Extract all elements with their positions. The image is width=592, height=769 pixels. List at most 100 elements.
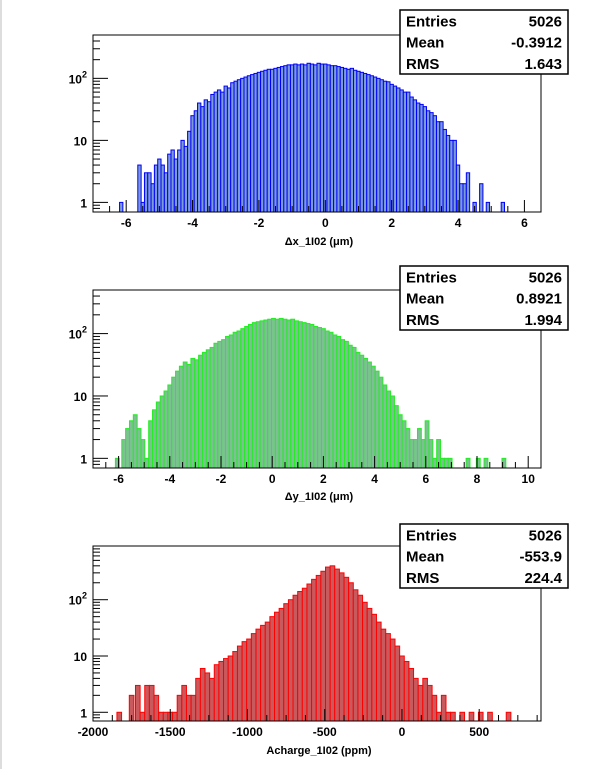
histogram-bin [332, 334, 338, 469]
histogram-bin [340, 339, 346, 469]
stats-value: 5026 [529, 13, 562, 30]
histogram-bin [393, 405, 399, 469]
histogram-bin [420, 439, 426, 469]
histogram-bin [380, 628, 387, 722]
histogram-bin [178, 365, 184, 469]
histogram-bin [348, 582, 354, 722]
histogram-bin [163, 390, 169, 469]
histogram-bin [317, 327, 322, 469]
histogram-bin [338, 572, 345, 722]
histogram-bin [359, 354, 365, 469]
histogram-bin [255, 321, 261, 469]
histogram-bin [367, 361, 372, 469]
stats-value: 224.4 [524, 570, 562, 587]
histogram-bin [232, 651, 238, 722]
histogram-bin [459, 711, 466, 722]
histogram-bin [136, 428, 142, 469]
histogram-bin [297, 590, 303, 722]
histogram-bin [128, 420, 134, 469]
histogram-bin [336, 335, 342, 469]
histogram-bin [394, 645, 401, 722]
histogram-bin [450, 711, 456, 722]
stats-value: 1.994 [524, 312, 562, 329]
histogram-bin [218, 660, 225, 722]
x-tick-label: -2 [254, 216, 265, 230]
x-tick-label: 6 [422, 472, 429, 486]
y-tick-label: 1 [80, 196, 87, 210]
histogram-bin [282, 318, 288, 469]
x-axis-label: Acharge_1I02 (ppm) [266, 745, 371, 757]
histogram-bin [213, 664, 220, 722]
histogram-bin [182, 361, 188, 469]
histogram-bin [240, 328, 246, 469]
histogram-bin [198, 354, 203, 469]
histogram-bin [294, 320, 299, 469]
histogram-bin [443, 457, 449, 469]
histogram-bin [417, 684, 424, 722]
histogram-bin [274, 611, 280, 722]
histogram-bin [144, 457, 150, 469]
histogram-bin [382, 384, 388, 469]
y-tick-label: 10 [74, 390, 88, 404]
histogram-bin [305, 323, 311, 469]
histogram-bin [217, 340, 223, 469]
histogram-bin [194, 359, 200, 469]
histogram-bin [181, 684, 187, 722]
histogram-bin [328, 331, 334, 469]
histogram-bin [155, 401, 161, 469]
histogram-bin [485, 201, 491, 213]
histogram-bars [116, 565, 512, 722]
histogram-bin [351, 346, 357, 469]
histogram-bin [176, 694, 183, 722]
histogram-bin [290, 318, 296, 469]
histogram-bin [228, 334, 234, 469]
histogram-bin [267, 318, 273, 469]
histogram-bin [440, 694, 447, 722]
histogram-bin [185, 694, 192, 722]
histogram-bin [158, 711, 164, 722]
histogram-bin [223, 658, 229, 722]
histogram-bin [190, 694, 197, 722]
stats-key: Mean [406, 35, 444, 52]
stats-value: 5026 [529, 527, 562, 544]
plot-frame [92, 34, 542, 213]
stats-key: Entries [406, 527, 457, 544]
histogram-bin [428, 439, 434, 469]
histogram-bin [440, 457, 445, 469]
histogram-bin [487, 711, 493, 722]
x-tick-label: -4 [187, 216, 198, 230]
histogram-bin [378, 376, 384, 469]
histogram-bin [371, 613, 377, 722]
histogram-bin [315, 574, 322, 722]
histogram-bin [301, 322, 307, 469]
histogram-bin [334, 568, 340, 722]
histogram-bin [250, 633, 257, 722]
histogram-bin [148, 420, 154, 469]
histogram-bin [263, 319, 269, 469]
stats-key: Entries [406, 13, 457, 30]
histogram-bin [297, 321, 303, 469]
histogram-bin [287, 599, 294, 722]
stats-value: -0.3912 [511, 35, 562, 52]
histogram-bin [125, 428, 130, 469]
y-tick-label: 10 [74, 650, 88, 664]
y-tick-label: 1 [80, 706, 87, 720]
histogram-bin [139, 711, 146, 722]
histogram-bin [209, 346, 215, 469]
stats-key: RMS [406, 312, 439, 329]
histogram-bin [144, 684, 150, 722]
histogram-bin [286, 319, 292, 469]
histogram-bin [320, 570, 326, 722]
histogram-bin [306, 583, 313, 722]
histogram-bin [167, 384, 173, 469]
histogram-bin [213, 342, 219, 469]
histogram-bin [320, 328, 326, 469]
histogram-panel-dy: -6 -4 -2 0 2 4 6 8 10 1 10 102 Δy_1I02 (μm) Entries 50… [69, 265, 569, 503]
stats-box: Entries 5026 Mean 0.8921 RMS 1.994 [399, 265, 569, 331]
histogram-bin [274, 318, 280, 469]
histogram-bin [413, 677, 419, 722]
histogram-bin [416, 428, 422, 469]
histogram-panel-dx: -6 -4 -2 0 2 4 6 1 10 102 Δx_1I02 (μm) Entries 5026 M… [69, 9, 569, 248]
histogram-bin [260, 624, 266, 722]
